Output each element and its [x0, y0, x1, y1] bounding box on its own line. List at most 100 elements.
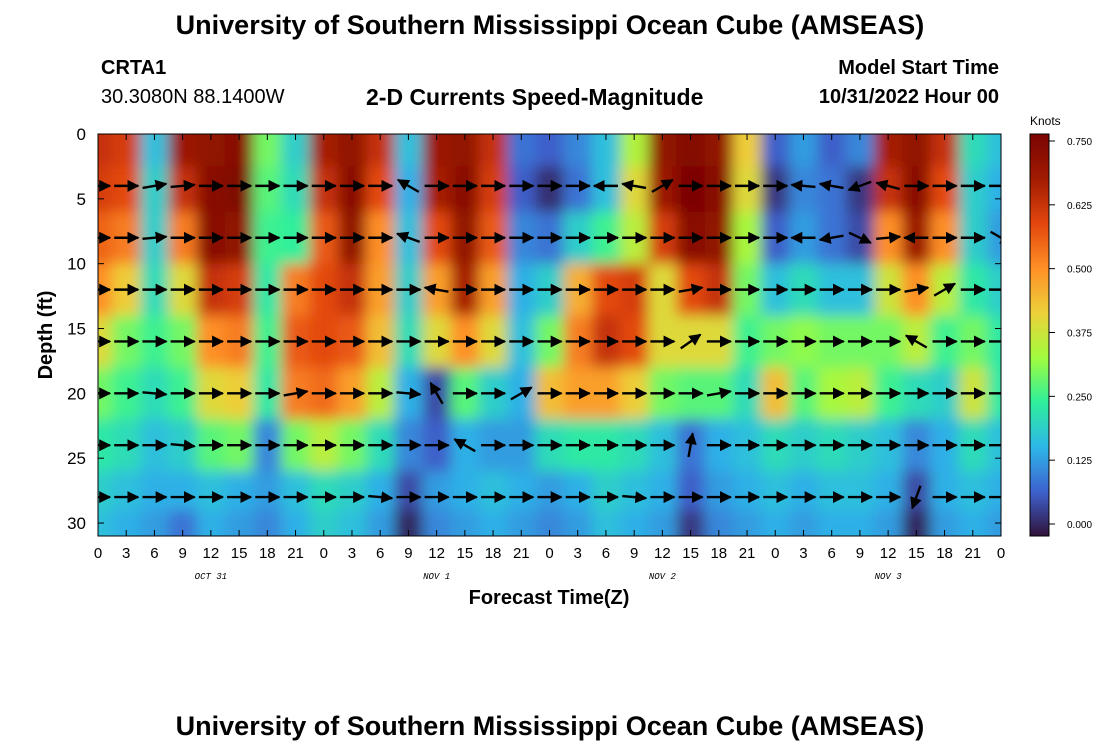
- heatmap-cell: [591, 471, 621, 511]
- heatmap-cell: [140, 471, 170, 511]
- heatmap-cell: [168, 166, 198, 213]
- heatmap-cell: [507, 166, 536, 213]
- heatmap-cell: [366, 471, 395, 511]
- x-tick-label: 0: [771, 545, 779, 562]
- x-tick-label: 0: [320, 545, 328, 562]
- heatmap-cell: [930, 471, 960, 511]
- heatmap-cell: [732, 166, 762, 213]
- x-tick-label: 0: [997, 545, 1005, 562]
- colorbar-gradient: [1029, 133, 1050, 537]
- current-vector-arrow: [621, 179, 647, 192]
- current-vector-arrow: [678, 283, 704, 296]
- current-vector-arrow: [684, 432, 697, 458]
- x-axis-label: Forecast Time(Z): [469, 587, 630, 609]
- current-vector-arrow: [283, 387, 309, 400]
- heatmap-cell: [986, 134, 1001, 167]
- colorbar-tick-label: 0.500: [1067, 265, 1092, 276]
- x-tick-label: 12: [428, 545, 445, 562]
- current-vector-arrow: [875, 179, 901, 192]
- heatmap-cell: [309, 471, 339, 511]
- heatmap-cell: [168, 471, 198, 511]
- x-tick-label: 15: [231, 545, 248, 562]
- x-tick-label: 9: [404, 545, 412, 562]
- model-start-label: Model Start Time: [838, 57, 999, 79]
- x-tick-label: 3: [574, 545, 582, 562]
- colorbar-tick-label: 0.375: [1067, 329, 1092, 340]
- heatmap-cell: [337, 471, 367, 511]
- current-vector-arrow: [847, 180, 872, 192]
- model-start-value: 10/31/2022 Hour 00: [818, 86, 999, 108]
- heatmap-cell: [817, 471, 847, 511]
- current-vector-arrow: [680, 333, 702, 350]
- current-vector-arrow: [368, 491, 394, 504]
- colorbar-tick-label: 0.625: [1067, 201, 1092, 212]
- heatmap-cell: [986, 211, 1001, 265]
- heatmap-cell: [535, 471, 565, 511]
- current-vector-arrow: [904, 334, 928, 349]
- colorbar-tick-label: 0.750: [1067, 137, 1092, 148]
- heatmap-cell: [676, 166, 706, 213]
- heatmap-cell: [422, 166, 452, 213]
- current-vector-arrow: [142, 179, 168, 192]
- x-tick-label: 6: [150, 545, 158, 562]
- heatmap-cell: [281, 471, 311, 511]
- heatmap-cell: [478, 471, 508, 511]
- colorbar-tick-label: 0.125: [1067, 456, 1092, 467]
- heatmap-cell: [789, 166, 819, 213]
- x-day-label: NOV 3: [875, 572, 903, 582]
- heatmap-cell: [958, 166, 988, 213]
- x-tick-label: 15: [682, 545, 699, 562]
- current-vector-arrow: [818, 232, 844, 244]
- x-axis: 0 3 6 9 12 15 18 21 0 3 6 9 12 15 18 21 0 3 6 9 12 15 18 21 0 3 6 9…: [94, 134, 1005, 582]
- heatmap-cell: [507, 471, 536, 511]
- heatmap-cell: [112, 471, 141, 511]
- x-tick-label: 9: [856, 545, 864, 562]
- heatmap-cell: [450, 166, 480, 213]
- heatmap-cell: [98, 510, 113, 536]
- x-tick-label: 3: [348, 545, 356, 562]
- chart-subtitle: 2-D Currents Speed-Magnitude: [366, 84, 704, 110]
- current-vector-arrow: [396, 178, 420, 193]
- x-tick-label: 12: [203, 545, 220, 562]
- speed-heatmap: [98, 134, 1001, 536]
- heatmap-cell: [845, 471, 875, 511]
- station-coordinates: 30.3080N 88.1400W: [101, 86, 285, 108]
- heatmap-cell: [112, 166, 141, 213]
- x-tick-label: 3: [799, 545, 807, 562]
- current-vector-arrow: [142, 231, 168, 244]
- current-vector-arrow: [170, 179, 196, 192]
- current-vector-arrow: [429, 381, 444, 405]
- footer-title: University of Southern Mississippi Ocean…: [175, 711, 925, 741]
- current-vectors: [98, 178, 1001, 510]
- heatmap-cell: [676, 471, 706, 511]
- heatmap-cell: [224, 166, 254, 213]
- heatmap-cell: [761, 471, 790, 511]
- heatmap-cell: [394, 471, 424, 511]
- current-vector-arrow: [818, 179, 844, 192]
- heatmap-cell: [986, 510, 1001, 536]
- current-vector-arrow: [142, 387, 168, 400]
- current-vector-arrow: [790, 179, 816, 192]
- y-tick-label: 0: [77, 125, 86, 144]
- y-tick-label: 15: [67, 320, 86, 339]
- x-tick-label: 0: [545, 545, 553, 562]
- heatmap-cell: [98, 471, 113, 511]
- heatmap-cell: [620, 166, 649, 213]
- heatmap-cell: [761, 166, 790, 213]
- heatmap-cell: [281, 166, 311, 213]
- heatmap-cell: [648, 166, 677, 213]
- x-tick-label: 3: [122, 545, 130, 562]
- heatmap-cell: [591, 166, 621, 213]
- current-vector-arrow: [904, 283, 930, 296]
- x-tick-label: 12: [654, 545, 671, 562]
- x-tick-label: 9: [630, 545, 638, 562]
- x-tick-label: 21: [964, 545, 981, 562]
- heatmap-cell: [224, 471, 254, 511]
- colorbar-tick-label: 0.000: [1067, 520, 1092, 531]
- heatmap-cell: [817, 166, 847, 213]
- heatmap-cell: [902, 166, 931, 213]
- current-vector-arrow: [990, 230, 1001, 245]
- x-day-label: NOV 2: [649, 572, 677, 582]
- heatmap-cell: [704, 166, 734, 213]
- heatmap-cell: [253, 471, 282, 511]
